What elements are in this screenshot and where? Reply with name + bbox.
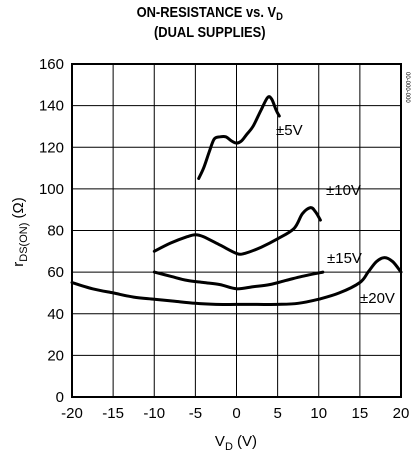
- curve-label-5v: ±5V: [276, 122, 303, 139]
- y-tick-label: 0: [56, 389, 64, 406]
- y-tick-label: 160: [39, 56, 64, 73]
- x-tick-labels: -20 -15 -10 -5 0 5 10 15 20: [61, 405, 409, 422]
- y-axis-label: rDS(ON) (Ω): [10, 197, 30, 266]
- y-tick-label: 60: [47, 264, 64, 281]
- curve-label-15v: ±15V: [327, 250, 362, 267]
- grid-lines: [71, 63, 402, 398]
- watermark: 00-000-000: [404, 72, 410, 103]
- chart-title-line1: ON-RESISTANCE vs. VD: [136, 4, 283, 23]
- x-axis-label: VD (V): [215, 433, 257, 453]
- y-tick-label: 40: [47, 306, 64, 323]
- series-curves: [70, 95, 403, 306]
- x-tick-label: -5: [189, 405, 202, 422]
- y-tick-label: 80: [47, 223, 64, 240]
- x-tick-label: -10: [143, 405, 165, 422]
- curve-labels: ±5V ±10V ±15V ±20V: [276, 122, 395, 307]
- x-tick-label: -20: [61, 405, 83, 422]
- x-tick-label: -15: [102, 405, 124, 422]
- x-tick-label: 15: [352, 405, 369, 422]
- plot-frame: [71, 63, 402, 398]
- series-20v: [70, 256, 403, 306]
- curve-label-10v: ±10V: [326, 182, 361, 199]
- y-tick-label: 100: [39, 181, 64, 198]
- series-5v: [197, 95, 281, 180]
- x-tick-label: 10: [310, 405, 327, 422]
- series-15v: [152, 270, 325, 291]
- series-10v: [152, 206, 322, 256]
- x-tick-label: 5: [273, 405, 281, 422]
- y-tick-label: 120: [39, 139, 64, 156]
- y-tick-label: 140: [39, 98, 64, 115]
- y-tick-labels: 0 20 40 60 80 100 120 140 160: [39, 56, 64, 406]
- y-tick-label: 20: [47, 347, 64, 364]
- curve-label-20v: ±20V: [360, 290, 395, 307]
- x-tick-label: 20: [393, 405, 410, 422]
- chart-title-line2: (DUAL SUPPLIES): [153, 24, 266, 41]
- x-tick-label: 0: [232, 405, 240, 422]
